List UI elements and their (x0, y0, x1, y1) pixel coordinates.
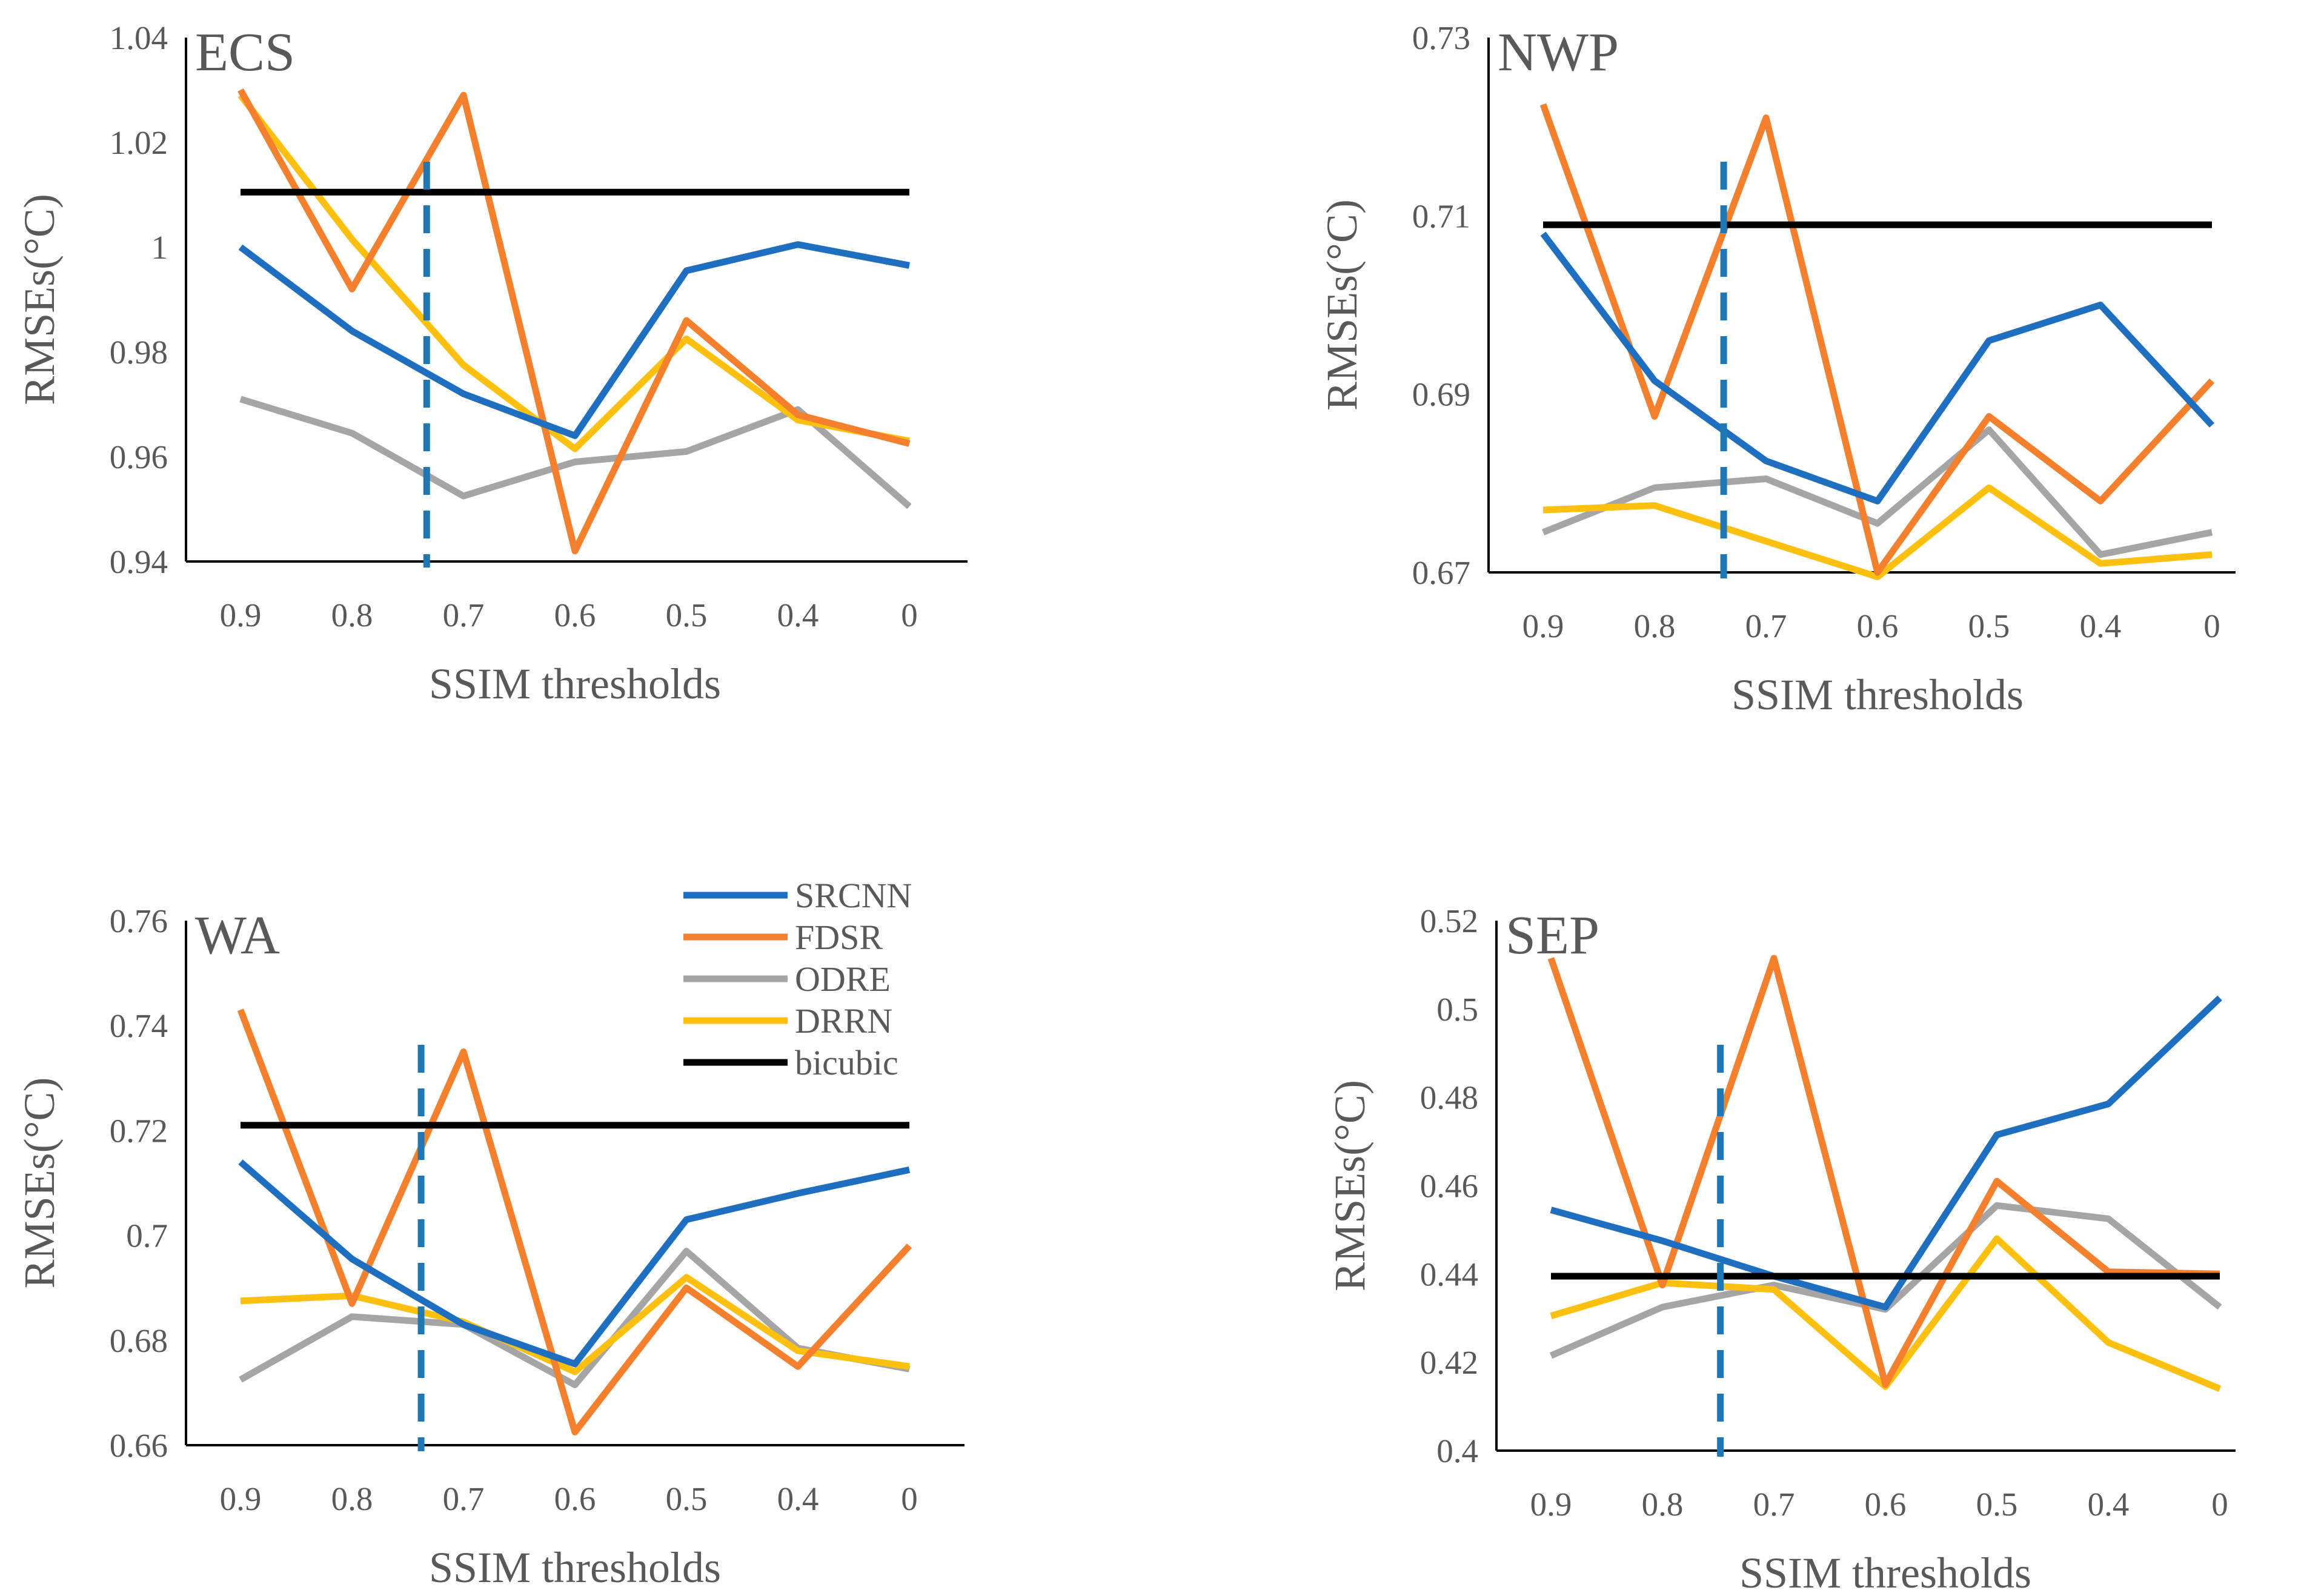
x-tick-label: 0.4 (2080, 608, 2122, 644)
x-tick-label: 0.4 (2088, 1486, 2130, 1523)
x-tick-label: 0.5 (666, 597, 708, 634)
legend-label-srcnn: SRCNN (795, 876, 912, 915)
series-line-odre (1541, 426, 2213, 558)
series-line-fdsr (237, 88, 911, 555)
y-tick-label: 0.76 (110, 902, 168, 939)
x-axis-title: SSIM thresholds (429, 660, 721, 708)
series-line-drrn (237, 93, 911, 452)
x-tick-label: 0.6 (554, 1480, 596, 1517)
x-tick-label: 0 (901, 597, 918, 634)
series-line-fdsr (237, 1008, 912, 1435)
x-tick-label: 0.5 (1976, 1486, 2018, 1523)
series-line-fdsr (1539, 103, 2215, 576)
series-line-odre (1549, 1202, 2222, 1359)
x-tick-label: 0.6 (1865, 1486, 1907, 1523)
y-tick-label: 0.69 (1412, 376, 1470, 413)
x-tick-label: 0 (901, 1480, 918, 1517)
y-tick-label: 0.44 (1420, 1256, 1478, 1293)
chart-panel-nwp: 0.67 0.69 0.71 0.73 0.9 0.8 0.7 0.6 0.5 0.4 0 SSIM … (1318, 19, 2236, 719)
panel-title: WA (195, 906, 280, 965)
x-tick-label: 0.5 (666, 1480, 708, 1517)
legend-label-bicubic: bicubic (795, 1043, 898, 1082)
y-tick-label: 1.04 (110, 19, 168, 56)
x-tick-label: 0.8 (1634, 608, 1676, 644)
series-line-fdsr (1547, 955, 2220, 1388)
y-tick-label: 0.74 (110, 1007, 168, 1044)
x-tick-label: 0.6 (554, 597, 596, 634)
y-tick-label: 0.96 (110, 439, 168, 475)
panel-title: NWP (1498, 22, 1619, 82)
y-tick-label: 0.72 (110, 1112, 168, 1149)
legend-label-odre: ODRE (795, 959, 891, 999)
series-line-srcnn (1550, 995, 2222, 1311)
y-axis-title: RMSEs(°C) (15, 194, 64, 405)
x-tick-label: 0.8 (331, 1480, 373, 1517)
panel-title: ECS (195, 22, 295, 82)
x-tick-label: 0.4 (777, 597, 819, 634)
legend-label-drrn: DRRN (795, 1001, 892, 1041)
x-axis-title: SSIM thresholds (429, 1543, 721, 1592)
series-line-drrn (1542, 484, 2213, 580)
y-tick-label: 0.48 (1420, 1079, 1478, 1116)
series-line-srcnn (238, 241, 911, 439)
y-tick-label: 0.71 (1412, 197, 1470, 234)
panel-title: SEP (1506, 906, 1599, 965)
y-tick-label: 0.66 (110, 1427, 168, 1464)
y-tick-label: 0.68 (110, 1322, 168, 1359)
chart-panel-wa: 0.66 0.68 0.7 0.72 0.74 0.76 0.9 0.8 0.7 0.6 0.5 0.… (15, 902, 965, 1592)
x-tick-label: 0 (2211, 1486, 2228, 1523)
y-tick-label: 0.98 (110, 334, 168, 371)
y-tick-label: 0.73 (1412, 19, 1470, 56)
x-tick-label: 0.9 (220, 597, 262, 634)
x-tick-label: 0.8 (331, 597, 373, 634)
x-tick-label: 0.7 (1753, 1486, 1795, 1523)
y-axis-title: RMSEs(°C) (15, 1078, 64, 1289)
y-tick-label: 1.02 (110, 124, 168, 161)
y-tick-label: 0.7 (126, 1217, 168, 1254)
series-line-srcnn (238, 1159, 911, 1368)
x-tick-label: 0.7 (443, 597, 485, 634)
series-line-odre (239, 396, 912, 509)
x-tick-label: 0.9 (1530, 1486, 1572, 1523)
chart-panel-sep: 0.4 0.42 0.44 0.46 0.48 0.5 0.52 0.9 0.8 0.7 0.6 0.… (1326, 902, 2236, 1596)
y-axis-title: RMSEs(°C) (1326, 1080, 1374, 1291)
x-tick-label: 0.5 (1968, 608, 2010, 644)
y-tick-label: 0.94 (110, 543, 168, 580)
chart-panel-ecs: 0.94 0.96 0.98 1 1.02 1.04 0.9 0.8 0.7 0.6 0.5 0.4 0… (15, 19, 968, 708)
y-tick-label: 0.67 (1412, 554, 1470, 591)
x-tick-label: 0.7 (1745, 608, 1787, 644)
x-tick-label: 0.8 (1642, 1486, 1684, 1523)
y-tick-label: 0.4 (1436, 1432, 1478, 1469)
x-axis-title: SSIM thresholds (1732, 671, 2024, 719)
x-tick-label: 0.9 (1522, 608, 1564, 644)
x-tick-label: 0.6 (1857, 608, 1899, 644)
legend-label-fdsr: FDSR (795, 918, 883, 957)
y-tick-label: 0.52 (1420, 902, 1478, 939)
y-tick-label: 0.46 (1420, 1168, 1478, 1205)
x-tick-label: 0 (2203, 608, 2220, 644)
x-tick-label: 0.7 (443, 1480, 485, 1517)
x-tick-label: 0.4 (777, 1480, 819, 1517)
y-tick-label: 0.42 (1420, 1344, 1478, 1381)
y-tick-label: 0.5 (1436, 991, 1478, 1028)
x-tick-label: 0.9 (220, 1480, 262, 1517)
y-axis-title: RMSEs(°C) (1318, 199, 1366, 411)
series-line-srcnn (1540, 231, 2215, 505)
y-tick-label: 1 (151, 229, 168, 266)
x-axis-title: SSIM thresholds (1739, 1549, 2031, 1596)
